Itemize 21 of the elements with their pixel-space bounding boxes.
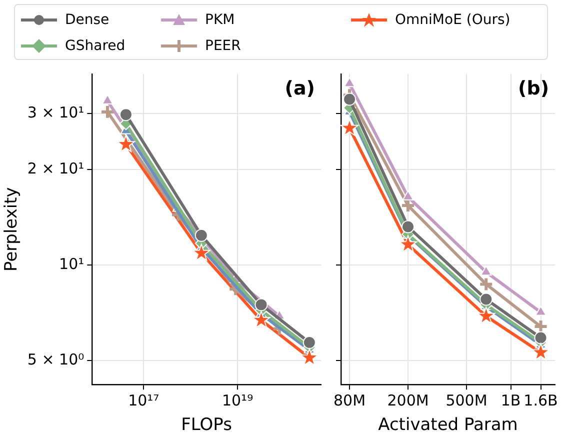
annotation: (a) (284, 77, 315, 100)
legend-label: OmniMoE (Ours) (395, 12, 510, 28)
y-tick-label: 3 × 10¹ (27, 104, 84, 122)
x-tick-label: 1B (500, 391, 521, 410)
x-tick-label: 200M (387, 391, 429, 410)
legend-label: Dense (65, 12, 110, 28)
x-tick-label: 10¹⁹ (222, 391, 254, 410)
y-axis-title: Perplexity (2, 187, 22, 272)
x-tick-label: 500M (446, 391, 488, 410)
x-axis-title: FLOPs (181, 415, 232, 436)
legend-label: GShared (65, 38, 126, 54)
x-axis-title: Activated Param (378, 415, 518, 436)
annotation: (b) (518, 77, 549, 100)
x-tick-label: 1.6B (524, 391, 558, 410)
legend-label: PEER (205, 38, 241, 54)
legend-label: PKM (205, 12, 235, 28)
x-tick-label: 80M (334, 391, 366, 410)
y-tick-label: 10¹ (59, 254, 84, 273)
y-tick-label: 2 × 10¹ (27, 159, 84, 178)
y-tick-label: 5 × 10⁰ (27, 350, 84, 368)
x-tick-label: 10¹⁷ (128, 391, 160, 410)
